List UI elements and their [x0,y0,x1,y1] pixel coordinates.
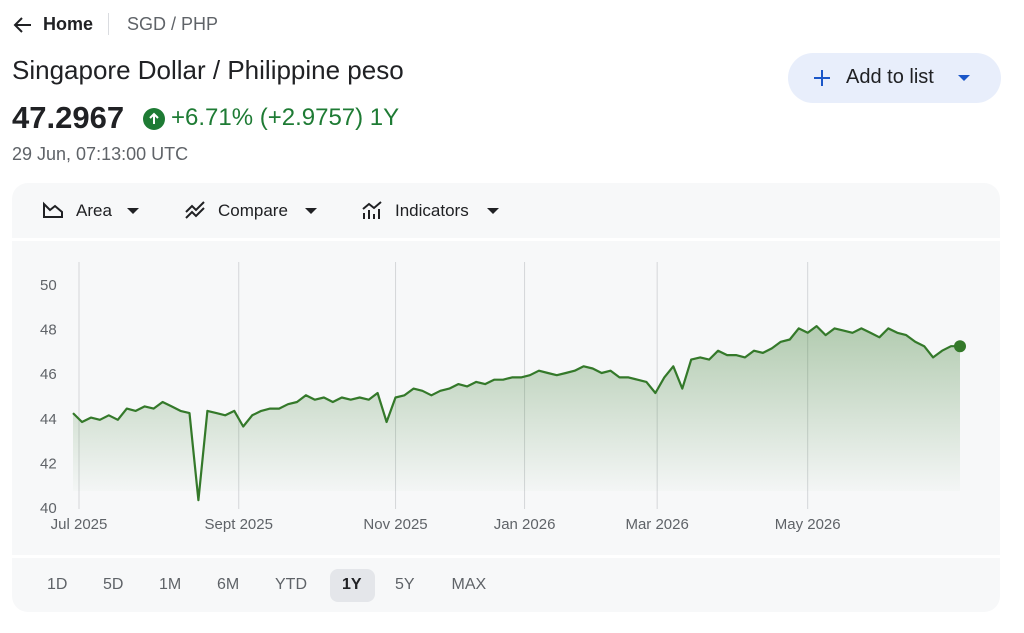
x-tick-label: May 2026 [775,516,841,533]
caret [487,208,499,214]
range-button[interactable]: MAX [451,576,487,593]
y-tick-label: 42 [40,455,57,472]
x-tick-label: Jan 2026 [494,516,556,533]
range-button[interactable]: 5Y [395,576,415,593]
button-label[interactable]: Add to list [846,66,934,88]
indicators-icon [362,201,382,219]
x-tick-label: Jul 2025 [51,516,108,533]
area-menu[interactable]: Area [76,201,112,220]
timestamp: 29 Jun, 07:13:00 UTC [12,144,189,164]
selected-range-bg [330,569,375,602]
compare-menu[interactable]: Compare [218,201,288,220]
y-tick-label: 46 [40,366,57,383]
y-tick-label: 40 [40,500,57,517]
price-line [72,325,960,502]
range-button[interactable]: 1M [159,576,182,593]
title: Singapore Dollar / Philippine peso [12,55,404,85]
y-tick-label: 50 [40,277,57,294]
last-point [954,340,966,353]
range-button[interactable]: 1Y [342,576,362,593]
indicators-menu[interactable]: Indicators [395,201,469,220]
dropdown-caret [958,75,970,81]
price: 47.2967 [12,100,125,135]
separator [108,13,109,35]
range-button[interactable]: 1D [47,576,68,593]
range-button[interactable]: 6M [217,576,240,593]
compare-icon [185,201,205,219]
price-change: +6.71% (+2.9757) 1Y [171,104,400,131]
up-icon [143,108,165,130]
area-fill [73,326,960,501]
caret [305,208,317,214]
back-arrow[interactable] [12,15,34,35]
range-button[interactable]: 5D [103,576,124,593]
chart-toolbar [12,183,1000,238]
range-button[interactable]: YTD [275,576,307,593]
caret [127,208,139,214]
x-tick-label: Sept 2025 [205,516,273,533]
x-tick-label: Nov 2025 [363,516,427,533]
home-link[interactable]: Home [43,14,94,34]
area-icon [43,201,63,218]
y-tick-label: 48 [40,322,57,339]
y-tick-label: 44 [40,411,57,428]
x-tick-label: Mar 2026 [625,516,688,533]
range-bar [12,558,1000,612]
plus-icon [814,70,830,86]
pair-breadcrumb: SGD / PHP [127,14,219,34]
